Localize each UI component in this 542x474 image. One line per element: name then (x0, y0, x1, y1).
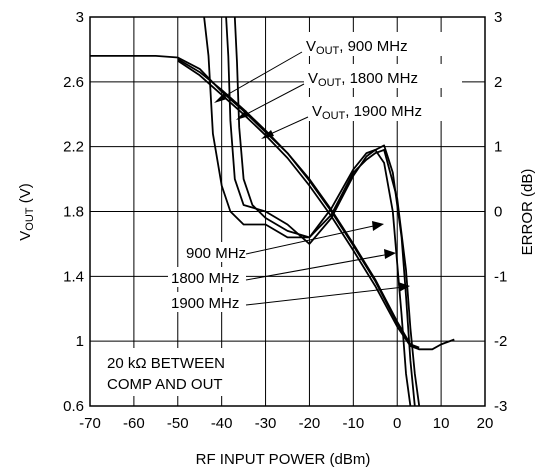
plot-frame (89, 16, 486, 407)
y-right-tick-label: -3 (494, 398, 507, 415)
series-line-5 (233, 16, 421, 407)
x-tick-label: -70 (79, 415, 101, 432)
x-tick-label: 10 (433, 415, 450, 432)
callout-vout-900: VOUT, 900 MHz (214, 32, 452, 103)
x-tick-label: -10 (342, 415, 364, 432)
y-right-tick-label: 0 (494, 204, 502, 221)
y-left-tick-label: 1 (76, 333, 84, 350)
callout-error-1800: 1800 MHz (168, 249, 396, 287)
callout-error-1900: 1900 MHz (168, 282, 410, 312)
x-tick-label: -30 (255, 415, 277, 432)
y-left-tick-label: 3 (76, 9, 84, 26)
y-axis-right-title: ERROR (dB) (519, 169, 536, 256)
svg-text:VOUT, 1900 MHz: VOUT, 1900 MHz (312, 103, 422, 122)
annotation-line-2: COMP AND OUT (107, 376, 223, 393)
x-axis-title: RF INPUT POWER (dBm) (196, 451, 371, 468)
svg-text:900 MHz: 900 MHz (186, 245, 246, 262)
callout-vout-1800: VOUT, 1800 MHz (236, 64, 462, 120)
svg-text:1900 MHz: 1900 MHz (171, 295, 239, 312)
x-tick-label: -20 (299, 415, 321, 432)
y-right-tick-label: 2 (494, 74, 502, 91)
y-left-tick-label: 1.4 (63, 268, 84, 285)
annotation-box (99, 348, 245, 396)
svg-text:VOUT, 1800 MHz: VOUT, 1800 MHz (308, 70, 418, 89)
callout-error-900: 900 MHz (183, 221, 384, 262)
tick-labels: -70 -60 -50 -40 -30 -20 -10 0 10 2032.62.21.81.41… (63, 9, 507, 432)
svg-text:1800 MHz: 1800 MHz (171, 270, 239, 287)
x-tick-label: 0 (393, 415, 401, 432)
series-layer (90, 16, 455, 407)
x-tick-label: 20 (477, 415, 494, 432)
y-right-tick-label: -2 (494, 333, 507, 350)
x-tick-label: -60 (123, 415, 145, 432)
y-right-tick-label: -1 (494, 268, 507, 285)
y-left-tick-label: 2.6 (63, 74, 84, 91)
callout-vout-1900: VOUT, 1900 MHz (261, 97, 466, 139)
series-line-1 (177, 60, 420, 351)
y-left-tick-label: 2.2 (63, 139, 84, 156)
svg-text:VOUT, 900 MHz: VOUT, 900 MHz (306, 38, 408, 57)
x-tick-label: -50 (167, 415, 189, 432)
series-line-3 (203, 16, 412, 407)
y-axis-left-title: VOUT (V) (17, 183, 36, 240)
y-left-tick-label: 1.8 (63, 204, 84, 221)
y-left-tick-label: 0.6 (63, 398, 84, 415)
x-tick-label: -40 (211, 415, 233, 432)
series-line-2 (177, 58, 420, 349)
annotation-line-1: 20 kΩ BETWEEN (107, 355, 225, 372)
y-right-tick-label: 1 (494, 139, 502, 156)
y-right-tick-label: 3 (494, 9, 502, 26)
